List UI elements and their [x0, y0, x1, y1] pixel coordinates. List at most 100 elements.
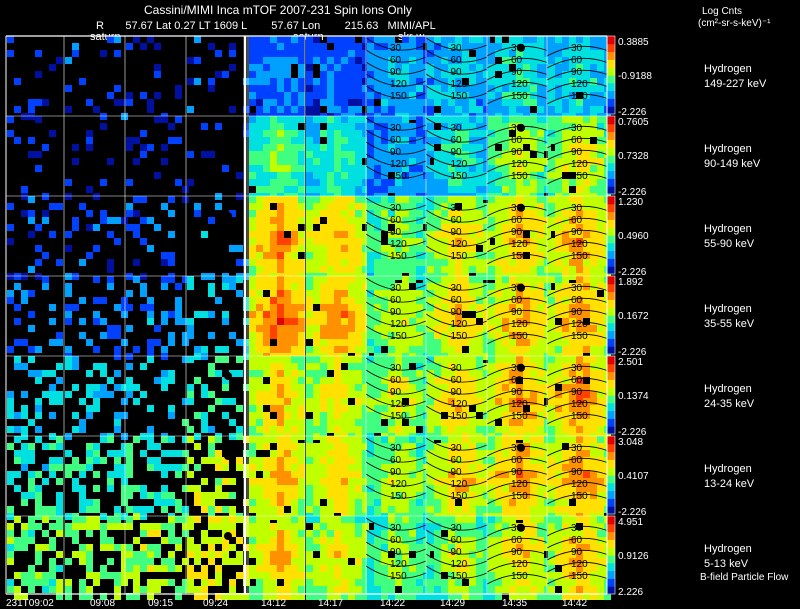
heatmap-cell	[327, 565, 334, 572]
heatmap-cell	[355, 64, 362, 71]
heatmap-cell	[562, 196, 569, 203]
heatmap-cell	[441, 238, 448, 245]
heatmap-cell	[423, 78, 430, 85]
heatmap-cell	[56, 551, 63, 558]
heatmap-cell	[327, 318, 334, 325]
heatmap-cell	[583, 464, 590, 471]
heatmap-cell	[597, 210, 604, 217]
heatmap-cell	[327, 485, 334, 492]
heatmap-cell	[201, 537, 208, 544]
heatmap-cell	[327, 186, 334, 193]
heatmap-cell	[597, 356, 604, 363]
heatmap-cell	[462, 384, 469, 391]
heatmap-cell	[348, 36, 355, 43]
heatmap-cell	[516, 506, 523, 513]
heatmap-cell	[243, 123, 250, 130]
heatmap-cell	[576, 405, 583, 412]
heatmap-cell	[597, 116, 604, 123]
heatmap-cell	[416, 116, 423, 123]
heatmap-cell	[291, 172, 298, 179]
heatmap-panel	[194, 203, 250, 280]
heatmap-cell	[334, 217, 341, 224]
heatmap-cell	[495, 36, 502, 43]
heatmap-cell	[256, 78, 263, 85]
heatmap-cell	[291, 436, 298, 443]
heatmap-cell	[469, 332, 476, 339]
heatmap-cell	[483, 273, 490, 280]
heatmap-cell	[502, 426, 509, 433]
heatmap-cell	[201, 499, 208, 506]
heatmap-cell	[495, 405, 502, 412]
heatmap-cell	[537, 370, 544, 377]
heatmap-cell	[341, 558, 348, 565]
colorbar-segment	[607, 235, 615, 244]
heatmap-cell	[362, 370, 369, 377]
heatmap-cell	[441, 43, 448, 50]
heatmap-cell	[576, 478, 583, 485]
heatmap-cell	[476, 224, 483, 231]
heatmap-cell	[388, 266, 395, 273]
heatmap-panel	[488, 116, 551, 200]
heatmap-cell	[516, 513, 523, 520]
heatmap-cell	[509, 506, 516, 513]
heatmap-cell	[93, 499, 100, 506]
heatmap-cell	[147, 492, 154, 499]
heatmap-cell	[348, 210, 355, 217]
heatmap-cell	[327, 572, 334, 579]
heatmap-cell	[291, 165, 298, 172]
heatmap-cell	[509, 158, 516, 165]
heatmap-cell	[348, 492, 355, 499]
heatmap-cell	[126, 144, 133, 151]
heatmap-cell	[284, 443, 291, 450]
heatmap-cell	[291, 398, 298, 405]
heatmap-cell	[455, 363, 462, 370]
heatmap-cell	[597, 276, 604, 283]
figure-subtitle: R 57.67 Lat 0.27 LT 1609 L 57.67 Lon 215…	[96, 20, 436, 32]
heatmap-cell	[476, 106, 483, 113]
heatmap-cell	[434, 43, 441, 50]
heatmap-cell	[569, 377, 576, 384]
heatmap-cell	[86, 144, 93, 151]
heatmap-cell	[291, 259, 298, 266]
heatmap-cell	[441, 106, 448, 113]
heatmap-cell	[201, 391, 208, 398]
heatmap-cell	[367, 332, 374, 339]
heatmap-cell	[583, 165, 590, 172]
heatmap-cell	[427, 238, 434, 245]
heatmap-cell	[291, 144, 298, 151]
heatmap-cell	[516, 165, 523, 172]
heatmap-cell	[367, 464, 374, 471]
heatmap-cell	[277, 158, 284, 165]
heatmap-cell	[402, 377, 409, 384]
heatmap-cell	[284, 332, 291, 339]
heatmap-cell	[187, 78, 194, 85]
heatmap-cell	[270, 57, 277, 64]
heatmap-cell	[423, 485, 430, 492]
heatmap-cell	[548, 276, 555, 283]
heatmap-cell	[243, 384, 250, 391]
heatmap-cell	[509, 377, 516, 384]
heatmap-cell	[441, 426, 448, 433]
heatmap-cell	[243, 499, 250, 506]
heatmap-cell	[495, 443, 502, 450]
heatmap-cell	[569, 196, 576, 203]
heatmap-cell	[263, 384, 270, 391]
heatmap-cell	[284, 64, 291, 71]
heatmap-cell	[448, 297, 455, 304]
heatmap-cell	[107, 450, 114, 457]
heatmap-cell	[476, 238, 483, 245]
heatmap-cell	[249, 276, 256, 283]
heatmap-cell	[530, 158, 537, 165]
heatmap-cell	[126, 450, 133, 457]
heatmap-cell	[277, 471, 284, 478]
heatmap-cell	[215, 485, 222, 492]
heatmap-cell	[35, 405, 42, 412]
heatmap-cell	[236, 464, 243, 471]
heatmap-cell	[327, 92, 334, 99]
heatmap-cell	[576, 151, 583, 158]
heatmap-cell	[284, 151, 291, 158]
heatmap-cell	[175, 450, 182, 457]
heatmap-cell	[597, 426, 604, 433]
heatmap-cell	[341, 572, 348, 579]
heatmap-cell	[256, 485, 263, 492]
